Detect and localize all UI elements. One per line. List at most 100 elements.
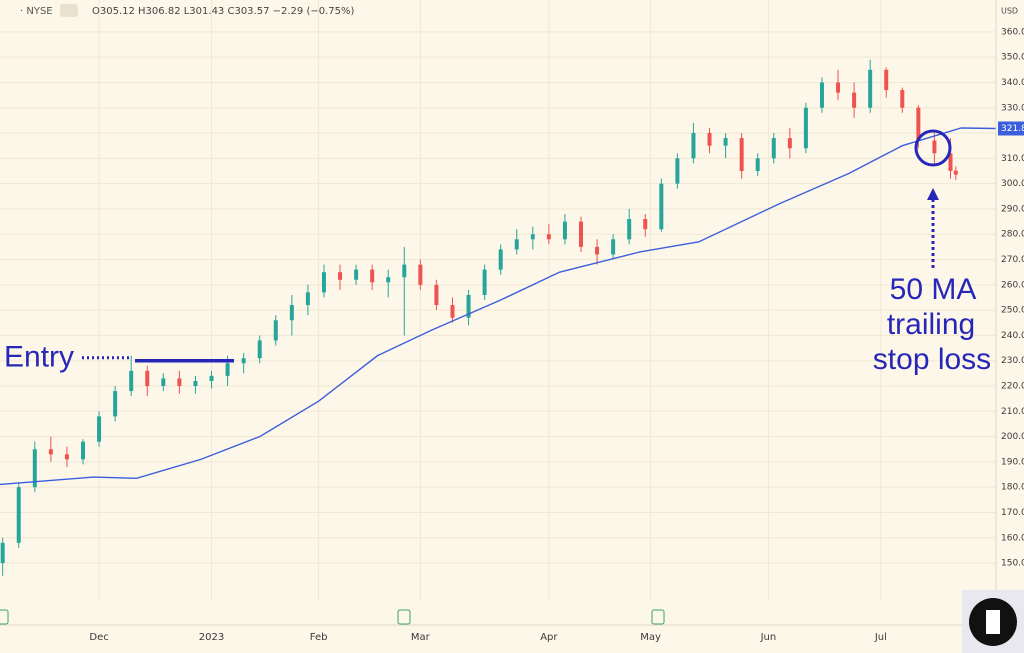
earnings-icon[interactable] [651,609,665,625]
entry-label: Entry [4,341,74,374]
y-tick-label: 210.0 [1001,407,1024,417]
x-tick-label: Apr [540,632,558,643]
candle-body [498,249,503,270]
candle-body [402,264,407,278]
candle-body [48,449,53,455]
y-tick-label: 160.0 [1001,533,1024,543]
candle-body [289,305,294,321]
candle-body [819,82,824,108]
candle-body [354,269,359,280]
y-tick-label: 250.0 [1001,306,1024,316]
candle-body [370,269,375,283]
candle-body [530,234,535,240]
toggle-icon[interactable] [60,4,78,17]
y-tick-label: 280.0 [1001,230,1024,240]
y-tick-label: 350.0 [1001,53,1024,63]
candle-body [97,416,102,442]
candle-body [916,107,921,141]
earnings-icon[interactable] [397,609,411,625]
stop-label: trailing [887,308,975,341]
candle-body [482,269,487,295]
y-tick-label: 270.0 [1001,255,1024,265]
candle-body [161,378,166,387]
candle-body [803,107,808,149]
candle-body [932,140,937,154]
candle-body [643,219,648,230]
candle-body [321,272,326,293]
stop-arrowhead [927,188,939,200]
candle-body [953,170,958,175]
stop-label: 50 MA [890,273,977,306]
candle-body [948,153,953,171]
y-tick-label: 340.0 [1001,78,1024,88]
x-tick-label: Mar [411,632,431,643]
candle-body [241,358,246,364]
ohlc-text: O305.12 H306.82 L301.43 C303.57 −2.29 (−… [92,6,354,17]
y-tick-label: 240.0 [1001,331,1024,341]
candle-body [129,370,134,392]
x-tick-label: May [640,632,661,643]
candle-body [755,158,760,171]
y-tick-label: 150.0 [1001,559,1024,569]
plot [0,59,997,576]
candle-body [193,380,198,387]
candle-body [225,363,230,376]
candle-body [884,69,889,91]
candle-body [579,221,583,247]
candle-body [659,183,664,230]
candle-body [64,454,69,460]
y-tick-label: 190.0 [1001,457,1024,467]
candle-body [0,542,5,564]
candle-body [209,375,214,381]
candle-body [434,284,439,306]
candle-body [305,292,310,306]
y-tick-label: 330.0 [1001,103,1024,113]
ma-last-label: 321.8 [1001,124,1024,134]
y-tick-label: 310.0 [1001,154,1024,164]
moving-average [0,127,997,486]
ma-last-box [998,121,1024,136]
logo-mark [986,610,1000,634]
y-tick-label: 200.0 [1001,432,1024,442]
candle-body [81,441,85,460]
event-icons [0,609,665,625]
y-tick-label: 230.0 [1001,356,1024,366]
candle-body [771,138,776,159]
candle-body [562,221,567,240]
candle-body [273,320,278,341]
candle-body [900,90,905,108]
currency: USD [1001,7,1018,16]
candle-body [113,391,118,417]
y-tick-label: 360.0 [1001,27,1024,37]
candle-body [338,272,343,280]
candle-body [418,264,423,285]
x-tick-label: Jun [760,632,777,643]
y-tick-label: 300.0 [1001,179,1024,189]
candle-body [627,219,632,240]
candle-body [836,82,841,93]
x-tick-label: Dec [89,632,108,643]
candle-body [675,158,680,184]
earnings-icon[interactable] [0,609,9,625]
logo [962,590,1024,653]
candle-body [16,487,21,543]
candle-body [611,239,616,255]
candle-body [177,378,182,387]
y-tick-label: 260.0 [1001,280,1024,290]
candle-body [514,239,519,250]
candle-body [723,138,728,146]
x-tick-label: Feb [310,632,328,643]
candle-body [852,92,857,108]
exchange: · NYSE [20,6,53,17]
candle-body [707,133,712,146]
candle-body [386,277,391,283]
y-tick-label: 170.0 [1001,508,1024,518]
candle-body [32,449,37,488]
y-tick-label: 220.0 [1001,382,1024,392]
y-tick-label: 290.0 [1001,204,1024,214]
candle-body [145,370,150,387]
candle-body [691,133,696,159]
candle-body [257,340,262,359]
